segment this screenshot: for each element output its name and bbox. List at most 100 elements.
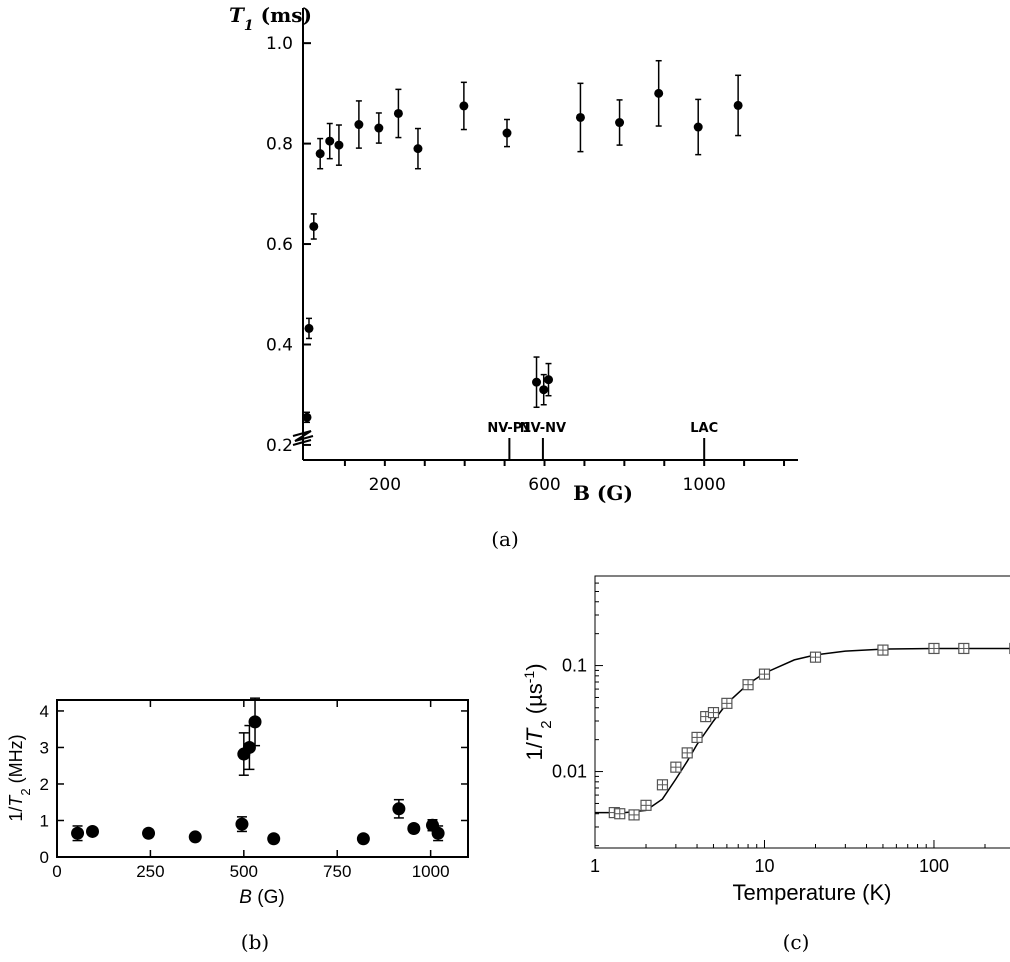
panel-a-marker bbox=[654, 88, 664, 98]
panel-b-y-tick-label: 4 bbox=[40, 702, 49, 721]
panel-b-x-tick-label: 1000 bbox=[412, 862, 450, 881]
caption-c: (c) bbox=[783, 930, 810, 954]
panel-a-data-point bbox=[354, 100, 364, 149]
panel-a-data-points bbox=[302, 59, 743, 424]
panel-a-data-point bbox=[733, 74, 743, 137]
panel-c-data-point bbox=[656, 779, 669, 791]
panel-a-marker bbox=[539, 385, 549, 395]
panel-b-y-axis-label: 1/T2 (MHz) bbox=[6, 734, 33, 821]
panel-b-marker bbox=[407, 822, 421, 836]
panel-a-x-tick-label: 200 bbox=[369, 475, 401, 495]
panel-b-data-point bbox=[242, 724, 256, 771]
panel-c-data-point bbox=[958, 642, 970, 655]
panel-b-marker bbox=[188, 830, 202, 844]
panel-a-y-axis-label: T1 (ms) bbox=[229, 3, 312, 34]
panel-a-data-point bbox=[615, 99, 625, 146]
panel-a-marker bbox=[325, 136, 335, 146]
panel-c-data-point bbox=[707, 706, 720, 719]
panel-a-data-point bbox=[304, 317, 314, 340]
panel-b-data-point bbox=[392, 798, 406, 819]
panel-b-marker bbox=[431, 826, 445, 840]
panel-c-data-point bbox=[628, 809, 640, 821]
panel-b-data-point bbox=[407, 822, 421, 836]
panel-c-y-tick-label: 0.01 bbox=[552, 762, 587, 782]
panel-a-data-point bbox=[302, 411, 312, 424]
panel-a-data-point bbox=[532, 356, 542, 409]
panel-a-annotation-label: LAC bbox=[690, 421, 718, 436]
panel-b-marker bbox=[235, 817, 249, 831]
panel-b-data-points bbox=[71, 697, 445, 846]
panel-a-marker bbox=[575, 112, 585, 122]
panel-b-x-tick-label: 0 bbox=[52, 862, 61, 881]
panel-b-data-point bbox=[85, 824, 99, 838]
panel-a-data-point bbox=[544, 362, 554, 397]
panel-a-data-point bbox=[325, 122, 335, 160]
panel-a-marker bbox=[354, 120, 364, 130]
panel-a-marker bbox=[693, 122, 703, 132]
panel-a-marker bbox=[459, 101, 469, 111]
panel-b-data-point bbox=[142, 826, 156, 840]
panel-b-chart: 0 1 2 3 4 0 250 500 750 1000 1/T2 (MHz) B (G) (b) bbox=[6, 697, 469, 954]
panel-a-marker bbox=[304, 323, 314, 333]
panel-c-data-point bbox=[742, 679, 754, 691]
panel-c-chart: 1 10 100 0.01 0.1 1/T2 (µs-1) Temperature (K… bbox=[521, 575, 1010, 954]
panel-a-marker bbox=[309, 221, 319, 231]
panel-a-y-tick-label: 0.4 bbox=[266, 335, 293, 355]
panel-b-marker bbox=[356, 832, 370, 846]
panel-a-y-tick-label: 0.8 bbox=[266, 135, 293, 155]
panel-c-x-tick-label: 10 bbox=[754, 856, 774, 876]
panel-b-data-point bbox=[431, 825, 445, 842]
panel-a-marker bbox=[532, 377, 542, 387]
panel-a-marker bbox=[315, 149, 325, 159]
panel-b-y-tick-label: 0 bbox=[40, 848, 49, 867]
panel-a-marker bbox=[393, 108, 403, 118]
panel-a-data-point bbox=[654, 59, 664, 127]
panel-a-data-point bbox=[315, 137, 325, 170]
panel-a-data-point bbox=[502, 118, 512, 148]
panel-a-y-tick-label: 1.0 bbox=[266, 34, 293, 54]
panel-b-y-tick-label: 3 bbox=[40, 738, 49, 757]
panel-a-x-axis-label: B (G) bbox=[573, 481, 633, 505]
panel-a-data-point bbox=[459, 81, 469, 131]
panel-b-plot-frame bbox=[56, 699, 469, 858]
panel-a-marker bbox=[374, 123, 384, 133]
panel-a-marker bbox=[733, 100, 743, 110]
panel-c-y-axis-label: 1/T2 (µs-1) bbox=[521, 663, 555, 760]
panel-b-y-tick-label: 1 bbox=[40, 811, 49, 830]
panel-b-x-axis-label: B (G) bbox=[239, 887, 284, 908]
panel-c-data-point bbox=[809, 651, 822, 663]
panel-b-ticks: 0 1 2 3 4 0 250 500 750 1000 bbox=[40, 700, 468, 881]
panel-a-annotation-label: NV-NV bbox=[520, 421, 566, 436]
panel-a-marker bbox=[502, 128, 512, 138]
panel-a-y-tick-label: 0.2 bbox=[266, 436, 293, 456]
panel-c-data-point bbox=[614, 808, 626, 820]
panel-a-data-point bbox=[374, 112, 384, 144]
panel-a-axis-break bbox=[292, 430, 314, 446]
panel-b-marker bbox=[71, 826, 85, 840]
panel-c-y-tick-label: 0.1 bbox=[562, 656, 587, 676]
panel-a-data-point bbox=[413, 127, 423, 170]
panel-a-data-point bbox=[309, 213, 319, 240]
panel-b-data-point bbox=[267, 832, 281, 846]
panel-b-data-point bbox=[235, 816, 249, 833]
panel-a-annotation-label: NV-P1 bbox=[487, 421, 531, 436]
panel-a-ticks: 0.2 0.4 0.6 0.8 1.0 200 600 1000 bbox=[266, 34, 786, 495]
panel-c-data-point bbox=[877, 644, 889, 656]
panel-a-marker bbox=[544, 375, 554, 385]
panel-b-data-point bbox=[248, 697, 262, 747]
panel-b-marker bbox=[248, 715, 262, 729]
panel-c-data-point bbox=[640, 799, 652, 811]
panel-a-marker bbox=[302, 412, 312, 422]
panel-b-x-tick-label: 500 bbox=[230, 862, 258, 881]
panel-c-x-axis-label: Temperature (K) bbox=[733, 880, 892, 905]
panel-c-data-point bbox=[681, 747, 693, 759]
panel-a-marker bbox=[334, 140, 344, 150]
panel-b-marker bbox=[85, 824, 99, 838]
panel-b-marker bbox=[392, 802, 406, 816]
panel-c-plot-frame bbox=[594, 575, 1010, 849]
caption-b: (b) bbox=[241, 930, 269, 954]
panel-a-y-tick-label: 0.6 bbox=[266, 235, 293, 255]
panel-b-marker bbox=[242, 740, 256, 754]
